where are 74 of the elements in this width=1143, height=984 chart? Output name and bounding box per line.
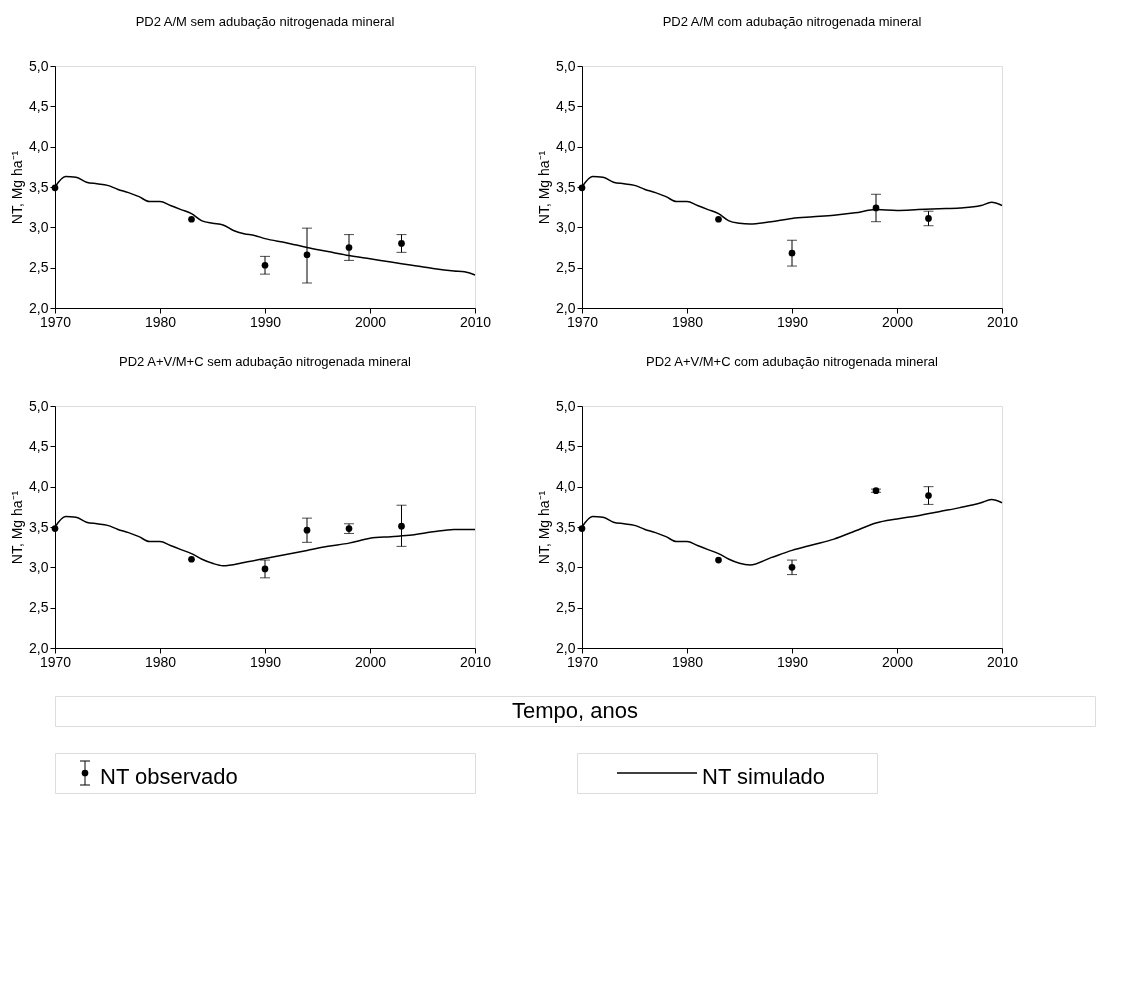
point — [715, 556, 722, 564]
y-tick-label: 2,5 — [29, 599, 49, 616]
x-tick-label: 2000 — [354, 313, 387, 330]
x-tick-label: 2010 — [986, 313, 1019, 330]
y-tick-label: 5,0 — [556, 57, 576, 74]
point — [188, 215, 195, 223]
y-tick-label: 3,5 — [29, 178, 49, 195]
y-tick-label: 4,0 — [556, 478, 576, 495]
y-tick-label: 4,5 — [29, 437, 49, 454]
point — [303, 251, 311, 259]
y-tick-label: 3,0 — [556, 558, 576, 575]
y-tick-label: 5,0 — [29, 397, 49, 414]
x-tick-label: 2010 — [986, 653, 1019, 670]
y-axis-title: NT, Mg ha⁻¹ — [9, 490, 26, 565]
y-axis-title: NT, Mg ha⁻¹ — [536, 490, 553, 565]
x-tick-label: 1970 — [566, 313, 599, 330]
y-tick-label: 4,0 — [556, 138, 576, 155]
chart-title: PD2 A/M com adubação nitrogenada mineral — [662, 14, 922, 29]
x-tick-label: 2000 — [881, 313, 914, 330]
x-tick-label: 1980 — [671, 313, 704, 330]
x-tick-label: 2000 — [881, 653, 914, 670]
y-tick-label: 4,5 — [29, 97, 49, 114]
x-tick-label: 1990 — [249, 313, 282, 330]
y-tick-label: 2,0 — [29, 299, 49, 316]
y-tick-label: 3,5 — [556, 518, 576, 535]
x-tick-label: 1980 — [144, 653, 177, 670]
x-axis-title: Tempo, anos — [512, 698, 638, 723]
point — [188, 555, 195, 563]
point — [715, 215, 722, 223]
chart-title: PD2 A/M sem adubação nitrogenada mineral — [135, 14, 395, 29]
x-tick-label: 2010 — [459, 653, 492, 670]
y-tick-label: 5,0 — [29, 57, 49, 74]
y-tick-label: 5,0 — [556, 397, 576, 414]
point — [925, 492, 932, 499]
point — [788, 563, 796, 571]
point — [925, 215, 932, 222]
y-tick-label: 3,0 — [29, 218, 49, 235]
y-tick-label: 4,0 — [29, 478, 49, 495]
x-tick-label: 1980 — [671, 653, 704, 670]
point — [261, 565, 269, 573]
x-tick-label: 1970 — [39, 313, 72, 330]
x-tick-label: 1970 — [566, 653, 599, 670]
x-tick-label: 1990 — [776, 653, 809, 670]
y-tick-label: 3,0 — [556, 218, 576, 235]
point — [398, 240, 405, 247]
x-tick-label: 1990 — [249, 653, 282, 670]
legend-label: NT simulado — [702, 764, 826, 789]
y-axis-title: NT, Mg ha⁻¹ — [536, 150, 553, 225]
y-tick-label: 3,5 — [556, 178, 576, 195]
y-tick-label: 2,0 — [29, 639, 49, 656]
y-axis-title: NT, Mg ha⁻¹ — [9, 150, 26, 225]
y-tick-label: 4,0 — [29, 138, 49, 155]
x-tick-label: 2000 — [354, 653, 387, 670]
y-tick-label: 2,0 — [556, 639, 576, 656]
point — [303, 526, 311, 534]
point — [261, 261, 269, 269]
y-tick-label: 4,5 — [556, 97, 576, 114]
y-tick-label: 4,5 — [556, 437, 576, 454]
legend-label: NT observado — [100, 764, 238, 789]
point — [788, 249, 796, 257]
x-tick-label: 1990 — [776, 313, 809, 330]
point — [345, 244, 353, 251]
y-tick-label: 2,5 — [29, 259, 49, 276]
chart-title: PD2 A+V/M+C sem adubação nitrogenada mineral — [119, 354, 412, 369]
y-tick-label: 3,5 — [29, 518, 49, 535]
x-tick-label: 2010 — [459, 313, 492, 330]
point — [398, 522, 405, 530]
x-tick-label: 1970 — [39, 653, 72, 670]
y-tick-label: 2,5 — [556, 599, 576, 616]
y-tick-label: 2,5 — [556, 259, 576, 276]
x-tick-label: 1980 — [144, 313, 177, 330]
y-tick-label: 3,0 — [29, 558, 49, 575]
y-tick-label: 2,0 — [556, 299, 576, 316]
chart-title: PD2 A+V/M+C com adubação nitrogenada mineral — [646, 354, 939, 369]
